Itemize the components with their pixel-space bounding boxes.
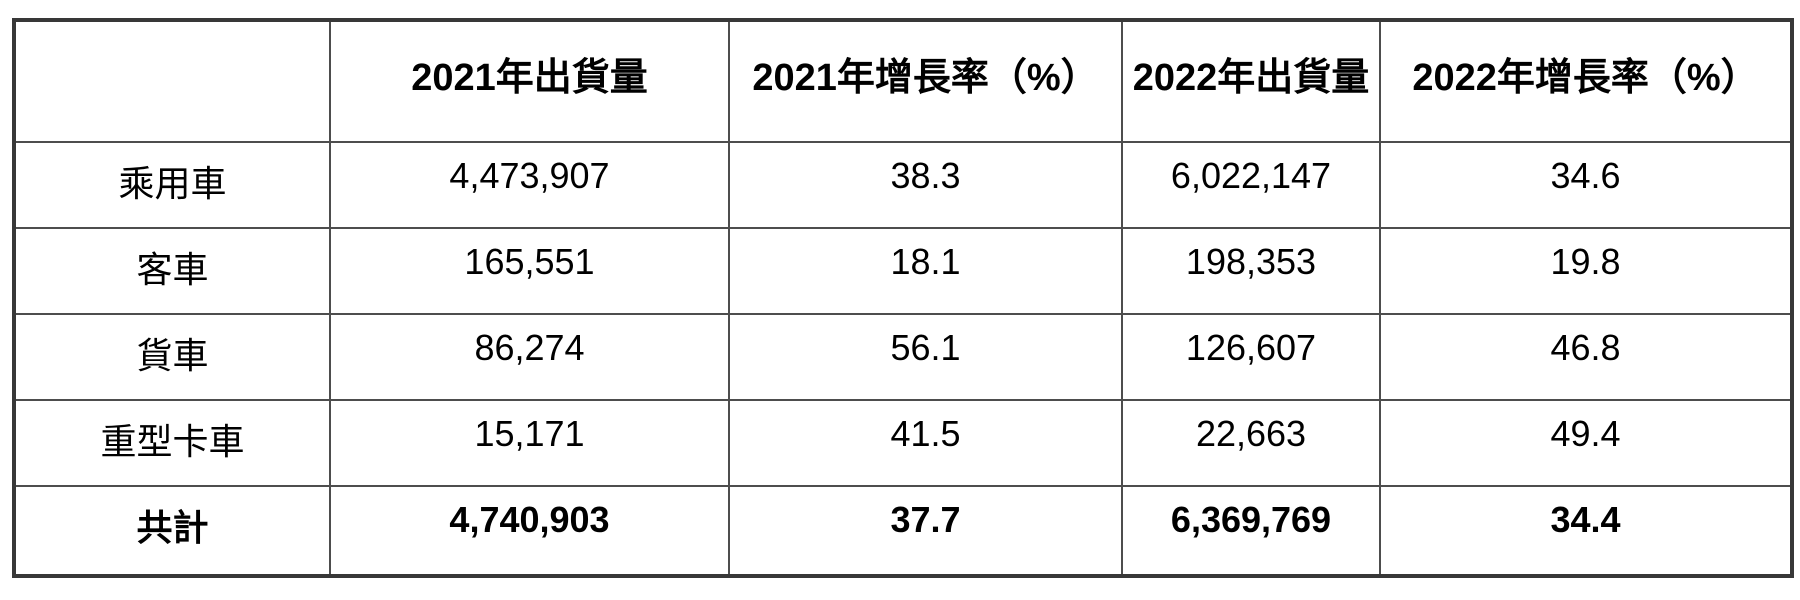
row-label: 乘用車 [13, 141, 331, 229]
cell-2021-shipments: 15,171 [329, 399, 730, 487]
shipment-table-container: 2021年出貨量 2021年增長率（%） 2022年出貨量 2022年增長率（%… [12, 18, 1794, 578]
column-header-2021-shipments: 2021年出貨量 [329, 19, 730, 143]
row-label: 客車 [13, 227, 331, 315]
cell-2022-growth-total: 34.4 [1379, 485, 1793, 577]
table-row-heavy-trucks: 重型卡車 15,171 41.5 22,663 49.4 [13, 399, 1793, 487]
table-row-total: 共計 4,740,903 37.7 6,369,769 34.4 [13, 485, 1793, 577]
header-row: 2021年出貨量 2021年增長率（%） 2022年出貨量 2022年增長率（%… [13, 19, 1793, 143]
cell-2022-shipments: 6,022,147 [1121, 141, 1381, 229]
column-header-2022-growth: 2022年增長率（%） [1379, 19, 1793, 143]
cell-2022-shipments-total: 6,369,769 [1121, 485, 1381, 577]
table-row-trucks: 貨車 86,274 56.1 126,607 46.8 [13, 313, 1793, 401]
cell-2022-growth: 46.8 [1379, 313, 1793, 401]
cell-2021-shipments: 86,274 [329, 313, 730, 401]
cell-2022-growth: 34.6 [1379, 141, 1793, 229]
cell-2021-shipments: 165,551 [329, 227, 730, 315]
table-row-passenger-cars: 乘用車 4,473,907 38.3 6,022,147 34.6 [13, 141, 1793, 229]
cell-2021-growth: 41.5 [728, 399, 1123, 487]
column-header-2022-shipments: 2022年出貨量 [1121, 19, 1381, 143]
row-label: 重型卡車 [13, 399, 331, 487]
cell-2021-growth: 18.1 [728, 227, 1123, 315]
cell-2022-growth: 19.8 [1379, 227, 1793, 315]
cell-2022-shipments: 22,663 [1121, 399, 1381, 487]
cell-2021-shipments: 4,473,907 [329, 141, 730, 229]
cell-2021-growth-total: 37.7 [728, 485, 1123, 577]
cell-2021-growth: 38.3 [728, 141, 1123, 229]
cell-2021-growth: 56.1 [728, 313, 1123, 401]
cell-2022-shipments: 198,353 [1121, 227, 1381, 315]
corner-empty-cell [13, 19, 331, 143]
column-header-2021-growth: 2021年增長率（%） [728, 19, 1123, 143]
cell-2022-shipments: 126,607 [1121, 313, 1381, 401]
row-label-total: 共計 [13, 485, 331, 577]
cell-2021-shipments-total: 4,740,903 [329, 485, 730, 577]
row-label: 貨車 [13, 313, 331, 401]
cell-2022-growth: 49.4 [1379, 399, 1793, 487]
table-row-buses: 客車 165,551 18.1 198,353 19.8 [13, 227, 1793, 315]
vehicle-shipment-table: 2021年出貨量 2021年增長率（%） 2022年出貨量 2022年增長率（%… [12, 18, 1794, 578]
